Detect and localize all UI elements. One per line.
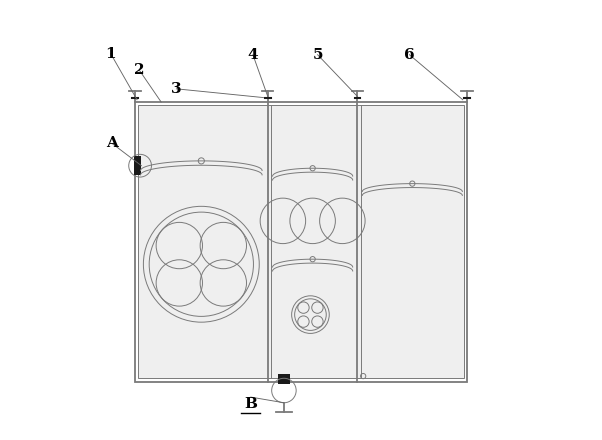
Text: 2: 2: [134, 63, 144, 77]
Bar: [138, 106, 464, 378]
Text: 3: 3: [171, 82, 182, 96]
Bar: [278, 374, 290, 384]
Text: 5: 5: [312, 48, 323, 62]
Text: 4: 4: [247, 48, 258, 62]
Bar: [134, 156, 141, 175]
Text: B: B: [244, 396, 257, 411]
Bar: [135, 102, 467, 382]
Text: 6: 6: [404, 48, 415, 62]
Text: 1: 1: [105, 47, 116, 61]
Text: A: A: [106, 136, 118, 150]
